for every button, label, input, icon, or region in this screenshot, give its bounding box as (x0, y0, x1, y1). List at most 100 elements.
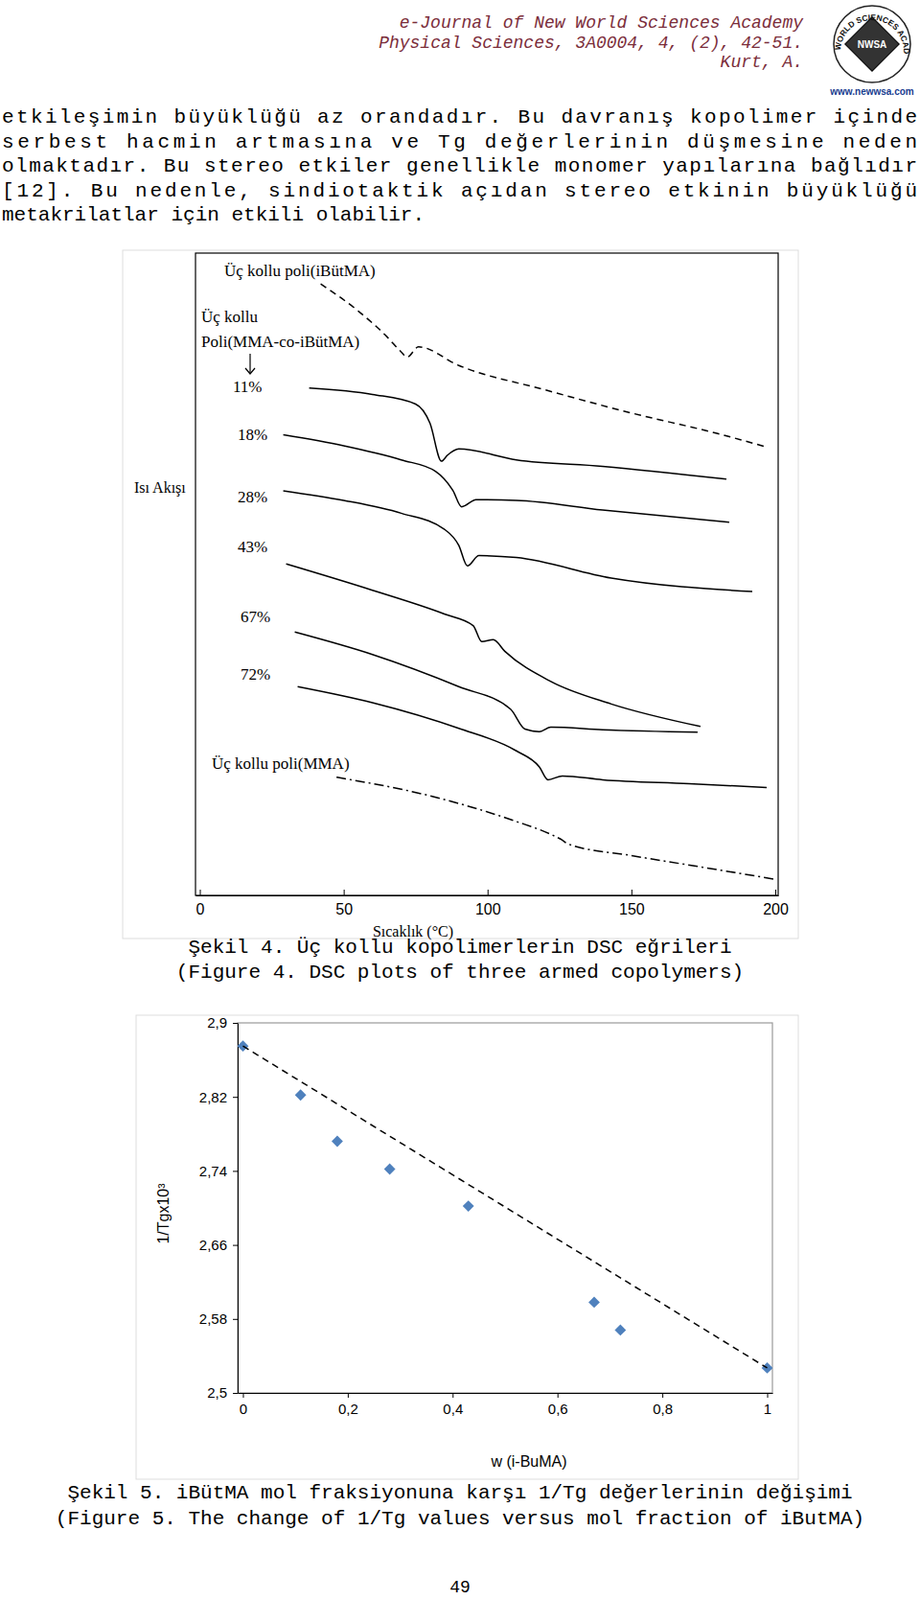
plot-marks (283, 283, 776, 879)
tick-mark (662, 1392, 664, 1398)
tick: 100 (475, 889, 502, 918)
tick-mark (344, 889, 345, 896)
tick: 0,4 (442, 1392, 463, 1417)
background (0, 0, 920, 1600)
tick: 2,5 (207, 1383, 238, 1401)
series-line (309, 388, 727, 480)
tick-mark (232, 1022, 238, 1024)
logo-badge: NWSA (857, 39, 888, 50)
series-label: 18% (237, 425, 268, 444)
header-line: e-Journal of New World Sciences Academy (399, 13, 805, 33)
annotation-arrowhead (245, 368, 255, 374)
plot-frame (195, 253, 779, 896)
data-point (614, 1323, 626, 1335)
tick-mark (232, 1392, 238, 1394)
tick-label: 50 (335, 900, 353, 918)
tick-mark (232, 1318, 238, 1320)
data-point (295, 1088, 307, 1101)
data-point (384, 1163, 396, 1175)
data-point (462, 1199, 475, 1212)
tick: 200 (762, 889, 789, 918)
series-line (283, 435, 730, 523)
series-line (298, 686, 767, 787)
axis-line (237, 1023, 239, 1394)
tick: 2,82 (199, 1088, 238, 1105)
tick-mark (200, 889, 202, 896)
logo-url: www.newwsa.com (828, 86, 915, 97)
x-axis-title: w (i-BuMA) (489, 1452, 567, 1470)
tick-label: 2,9 (207, 1013, 228, 1031)
figure-border (136, 1014, 799, 1479)
series-line (283, 490, 753, 592)
tick-label: 0,6 (548, 1400, 569, 1417)
tick: 0 (196, 889, 206, 918)
tick-mark (242, 1392, 244, 1398)
tick: 0 (239, 1392, 248, 1417)
tick-label: 2,74 (199, 1162, 228, 1179)
paragraph-line: serbest hacmin artmasına ve Tg değerleri… (1, 131, 918, 154)
caption: (Figure 4. DSC plots of three armed copo… (176, 961, 744, 984)
series-line (286, 563, 701, 727)
tick-label: 2,58 (199, 1310, 228, 1327)
tick-mark (487, 889, 489, 896)
tick-mark (232, 1170, 238, 1172)
tick-mark (557, 1392, 559, 1398)
caption: Şekil 4. Üç kollu kopolimerlerin DSC eğr… (187, 936, 732, 959)
tick-label: 200 (762, 900, 789, 918)
plot-frame (237, 1022, 773, 1393)
axis-line (196, 895, 780, 897)
x-axis: 0 0,2 0,4 0,6 0,8 1 (238, 1392, 774, 1417)
tick: 2,66 (199, 1236, 238, 1253)
tick: 50 (335, 889, 353, 918)
tick-label: 0 (239, 1400, 248, 1417)
data-point (588, 1296, 600, 1309)
series-label: Üç kollu poli(MMA) (211, 754, 350, 773)
paragraph-line: metakrilatlar için etkili olabilir. (1, 204, 425, 227)
series-line (321, 283, 767, 447)
series-label: 67% (240, 607, 271, 626)
page-number: 49 (449, 1577, 471, 1597)
paragraph-line: olmaktadır. Bu stereo etkiler genellikle… (1, 155, 918, 178)
axis-line (238, 1392, 774, 1394)
tick-mark (775, 889, 777, 896)
tick: 150 (619, 889, 645, 918)
tick-label: 1 (763, 1400, 772, 1417)
chart: 0 0,2 0,4 0,6 0,8 1 2,5 2,58 2,66 2,74 2,82 2,9 w (i… (136, 1013, 799, 1479)
tick-label: 100 (475, 900, 502, 918)
header-line: Physical Sciences, 3A0004, 4, (2), 42-51… (378, 33, 804, 53)
header-line: Kurt, A. (720, 52, 804, 72)
tick-mark (232, 1244, 238, 1246)
tick-label: 0,8 (652, 1400, 673, 1417)
tick-label: 2,66 (199, 1236, 228, 1253)
tick-label: 0 (196, 900, 206, 918)
logo: NEW WORLD SCIENCES ACADEMYNWSA www.newwsa… (828, 5, 915, 97)
series-line (336, 777, 776, 880)
annotation: Poli(MMA-co-iBütMA) (201, 332, 360, 351)
y-axis: 2,5 2,58 2,66 2,74 2,82 2,9 (199, 1013, 239, 1401)
tick: 1 (763, 1392, 772, 1417)
series-line (242, 1045, 767, 1368)
tick-label: 150 (619, 900, 645, 918)
tick: 2,9 (207, 1013, 238, 1031)
chart: 050100150200Sıcaklık (°C)Isı AkışıÜç kol… (122, 250, 799, 941)
tick-mark (767, 1392, 769, 1398)
caption: (Figure 5. The change of 1/Tg values ver… (55, 1507, 865, 1530)
series-label: Üç kollu poli(iBütMA) (224, 261, 376, 280)
page: e-Journal of New World Sciences AcademyP… (0, 0, 920, 1600)
tick-label: 2,82 (199, 1088, 228, 1105)
data-point (331, 1135, 344, 1148)
tick-label: 0,4 (442, 1400, 463, 1417)
series-label: 72% (240, 665, 271, 684)
annotation: Üç kollu (201, 307, 259, 326)
paragraph-line: etkileşimin büyüklüğü az orandadır. Bu d… (1, 106, 918, 129)
tick: 2,74 (199, 1162, 238, 1179)
y-axis-title: 1/Tgx10³ (155, 1182, 172, 1244)
paragraph-line: [12]. Bu nedenle, sindiotaktik açıdan st… (1, 180, 918, 203)
tick-label: 2,5 (207, 1383, 228, 1401)
tick: 0,2 (338, 1392, 359, 1417)
tick: 0,6 (548, 1392, 569, 1417)
logo-arc-text: NEW WORLD SCIENCES ACADEMY (832, 12, 912, 55)
y-axis-title: Isı Akışı (134, 479, 186, 497)
tick-label: 0,2 (338, 1400, 359, 1417)
series-label: 43% (237, 537, 268, 556)
